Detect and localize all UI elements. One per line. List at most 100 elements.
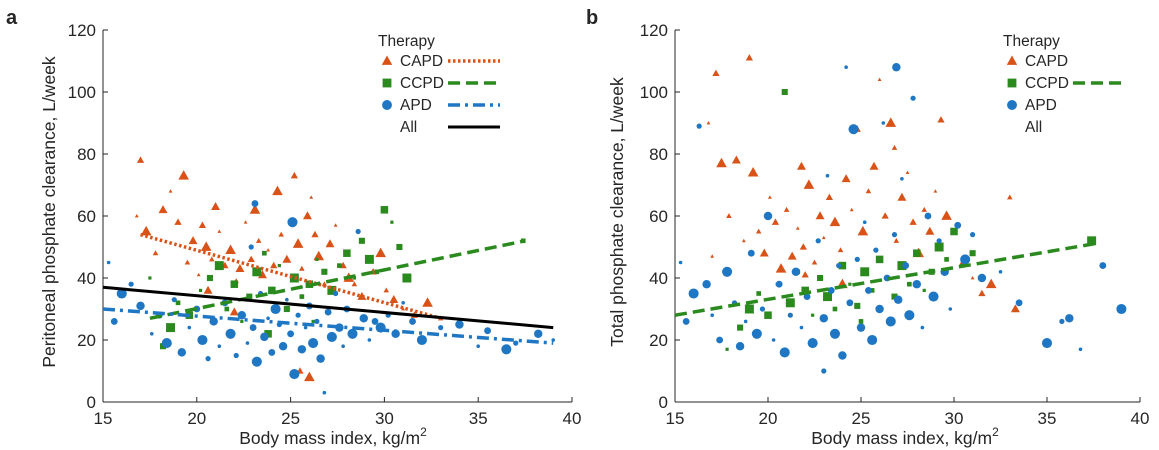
- all-fit-line: [102, 285, 554, 330]
- ccpd-point: [299, 294, 305, 299]
- apd-point: [287, 217, 298, 228]
- apd-point: [716, 336, 724, 344]
- capd-point: [865, 188, 872, 194]
- capd-point: [243, 220, 248, 224]
- ccpd-point: [764, 311, 772, 319]
- capd-point: [309, 195, 314, 199]
- apd-fit-line: [102, 307, 554, 345]
- apd-point: [116, 288, 127, 299]
- plot-area: 15 20 25 30 35 40 0 20 40 60 80 100 120: [640, 21, 1150, 428]
- apd-point: [149, 332, 154, 336]
- apd-point: [278, 341, 288, 351]
- ccpd-point: [380, 206, 389, 214]
- apd-point: [821, 368, 827, 374]
- capd-point: [235, 264, 245, 272]
- apd-point: [920, 325, 925, 330]
- apd-point: [682, 317, 690, 325]
- capd-point: [225, 244, 236, 255]
- legend-marker-apd: [382, 100, 392, 110]
- ccpd-point: [832, 306, 838, 312]
- ccpd-point: [725, 347, 729, 351]
- apd-point: [688, 288, 699, 299]
- ccpd-point: [1087, 236, 1097, 246]
- capd-point: [255, 237, 262, 243]
- x-axis-label: Body mass index, kg/m2: [239, 425, 427, 448]
- legend-entries: CAPD CCPD APD All: [381, 53, 500, 136]
- apd-point: [270, 303, 281, 315]
- ccpd-point: [327, 285, 337, 295]
- apd-point: [960, 254, 971, 265]
- y-tick-label: 120: [68, 21, 96, 40]
- apd-point: [702, 279, 711, 289]
- y-axis-label: Peritoneal phosphate clearance, L/week: [39, 56, 59, 368]
- capd-point: [731, 155, 741, 164]
- y-axis-label: Total phosphate clearance, L/week: [607, 77, 627, 347]
- ccpd-point: [390, 220, 394, 224]
- apd-point: [205, 355, 211, 362]
- x-tick-label: 35: [1038, 409, 1057, 428]
- ccpd-point: [252, 267, 262, 277]
- apd-point: [326, 331, 337, 342]
- apd-point: [225, 328, 236, 339]
- apd-point: [308, 338, 319, 349]
- capd-point: [706, 121, 711, 125]
- apd-point: [867, 334, 878, 346]
- ccpd-point: [913, 249, 921, 257]
- apd-point: [359, 314, 368, 323]
- capd-point: [921, 206, 927, 212]
- y-tick-label: 40: [77, 269, 96, 288]
- apd-point: [416, 334, 427, 346]
- ccpd-point: [858, 319, 864, 324]
- capd-point: [795, 226, 800, 230]
- apd-point: [803, 293, 811, 301]
- apd-point: [1041, 338, 1053, 349]
- capd-point: [775, 263, 787, 273]
- legend-marker-ccpd: [1007, 78, 1017, 88]
- panel-label: a: [6, 7, 18, 29]
- apd-point: [846, 299, 854, 307]
- ccpd-point: [875, 255, 884, 264]
- x-tick-label: 25: [281, 409, 300, 428]
- capd-point: [885, 117, 897, 127]
- apd-point: [735, 341, 745, 351]
- apd-point: [678, 260, 683, 265]
- capd-point: [897, 192, 907, 201]
- ccpd-point: [934, 242, 944, 252]
- ccpd-point: [823, 292, 832, 302]
- apd-point: [743, 319, 748, 324]
- capd-point: [174, 218, 182, 225]
- apd-point: [233, 352, 239, 359]
- apd-point: [251, 356, 262, 367]
- apd-point: [110, 317, 118, 325]
- apd-point: [904, 310, 915, 321]
- capd-point: [134, 214, 139, 218]
- apd-point: [936, 238, 942, 244]
- capd-point: [893, 237, 900, 243]
- apd-point: [791, 267, 801, 277]
- capd-point: [383, 287, 390, 293]
- apd-point: [838, 351, 847, 360]
- series-apd: [678, 62, 1127, 374]
- y-tick-label: 100: [68, 83, 96, 102]
- apd-point: [710, 313, 714, 318]
- series-ccpd: [725, 88, 1097, 351]
- capd-point: [140, 225, 152, 236]
- apd-point: [501, 344, 512, 355]
- apd-point: [266, 316, 270, 321]
- legend-entry-ccpd: CCPD: [382, 75, 500, 92]
- panel-label: b: [586, 7, 598, 29]
- apd-point: [854, 256, 860, 263]
- capd-point: [837, 247, 844, 253]
- capd-point: [801, 271, 809, 278]
- apd-point: [314, 318, 320, 325]
- capd-point: [266, 248, 270, 252]
- apd-point: [881, 121, 886, 125]
- apd-point: [268, 348, 276, 356]
- apd-point: [1078, 347, 1083, 352]
- panel-b: b 15 20 25 30 35 40 0 20 40 60 80 100 120 Therapy CA…: [586, 7, 1149, 448]
- ccpd-point: [402, 273, 412, 283]
- apd-point: [295, 312, 301, 318]
- apd-point: [900, 177, 904, 181]
- ccpd-point: [396, 243, 403, 251]
- x-tick-label: 25: [852, 409, 871, 428]
